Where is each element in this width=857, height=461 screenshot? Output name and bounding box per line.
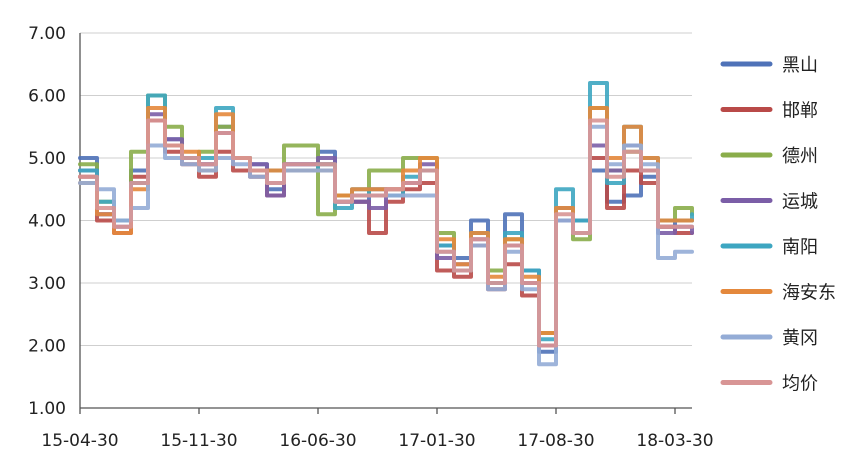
legend-label: 南阳 <box>782 237 818 258</box>
x-tick-label: 17-01-30 <box>398 431 475 451</box>
legend-label: 黑山 <box>782 55 818 76</box>
y-tick-label: 1.00 <box>28 399 66 419</box>
axes <box>79 33 692 409</box>
x-tick-label: 15-04-30 <box>41 431 118 451</box>
x-tick-label: 17-08-30 <box>517 431 594 451</box>
series-line <box>78 118 694 348</box>
x-tick-label: 16-06-30 <box>279 431 356 451</box>
y-tick-label: 4.00 <box>28 212 66 232</box>
legend-label: 运城 <box>782 192 818 213</box>
y-tick-label: 6.00 <box>28 87 66 107</box>
legend-label: 德州 <box>782 146 818 167</box>
y-tick-label: 5.00 <box>28 149 66 169</box>
y-tick-label: 7.00 <box>28 24 66 44</box>
series-lines <box>78 81 694 367</box>
legend-label: 黄冈 <box>782 328 818 349</box>
legend-label: 邯郸 <box>782 101 818 122</box>
x-tick-label: 15-11-30 <box>160 431 237 451</box>
x-tick-label: 18-03-30 <box>636 431 713 451</box>
legend-label: 海安东 <box>782 283 836 304</box>
series-line <box>78 124 694 367</box>
x-tick-labels: 15-04-30 15-11-30 16-06-30 17-01-30 17-08-30… <box>41 408 714 451</box>
y-tick-label: 3.00 <box>28 274 66 294</box>
legend-label: 均价 <box>782 374 818 395</box>
y-tick-labels: 1.00 2.00 3.00 4.00 5.00 6.00 7.00 <box>28 24 66 419</box>
series-line <box>78 118 694 354</box>
y-tick-label: 2.00 <box>28 337 66 357</box>
series-line <box>78 118 694 348</box>
